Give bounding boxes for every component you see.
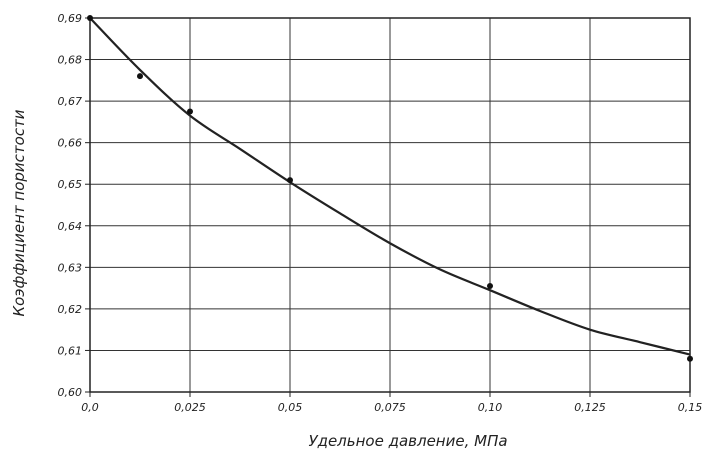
y-tick-label: 0,63 (58, 261, 83, 274)
y-tick-label: 0,68 (58, 54, 83, 67)
y-tick-label: 0,61 (58, 344, 83, 357)
y-tick-label: 0,67 (58, 95, 83, 108)
x-tick-label: 0,05 (278, 401, 303, 414)
x-tick-label: 0,0 (81, 401, 99, 414)
data-points (87, 15, 693, 362)
data-point (137, 73, 143, 80)
x-tick-label: 0,075 (374, 401, 406, 414)
x-axis-title: Удельное давление, МПа (308, 432, 507, 450)
data-point (687, 355, 693, 362)
x-tick-label: 0,10 (478, 401, 503, 414)
x-tick-label: 0,15 (678, 401, 703, 414)
data-point (287, 177, 293, 184)
x-tick-label: 0,125 (574, 401, 606, 414)
y-tick-label: 0,65 (58, 178, 83, 191)
y-axis-ticks: 0,60 0,61 0,62 0,63 0,64 0,65 0,66 0,67 0,68 0,69 (58, 12, 90, 399)
y-tick-label: 0,66 (58, 137, 83, 150)
y-tick-label: 0,69 (58, 12, 83, 25)
data-point (487, 283, 493, 290)
grid (89, 17, 691, 393)
y-tick-label: 0,64 (58, 220, 83, 233)
x-axis-ticks: 0,0 0,025 0,05 0,075 0,10 0,125 0,15 (81, 392, 702, 414)
y-axis-title: Коэффициент пористости (10, 109, 28, 316)
trend-curve (89, 17, 691, 356)
y-tick-label: 0,60 (58, 386, 83, 399)
data-point (187, 108, 193, 115)
data-point (87, 15, 93, 21)
y-tick-label: 0,62 (58, 303, 83, 316)
x-tick-label: 0,025 (174, 401, 206, 414)
